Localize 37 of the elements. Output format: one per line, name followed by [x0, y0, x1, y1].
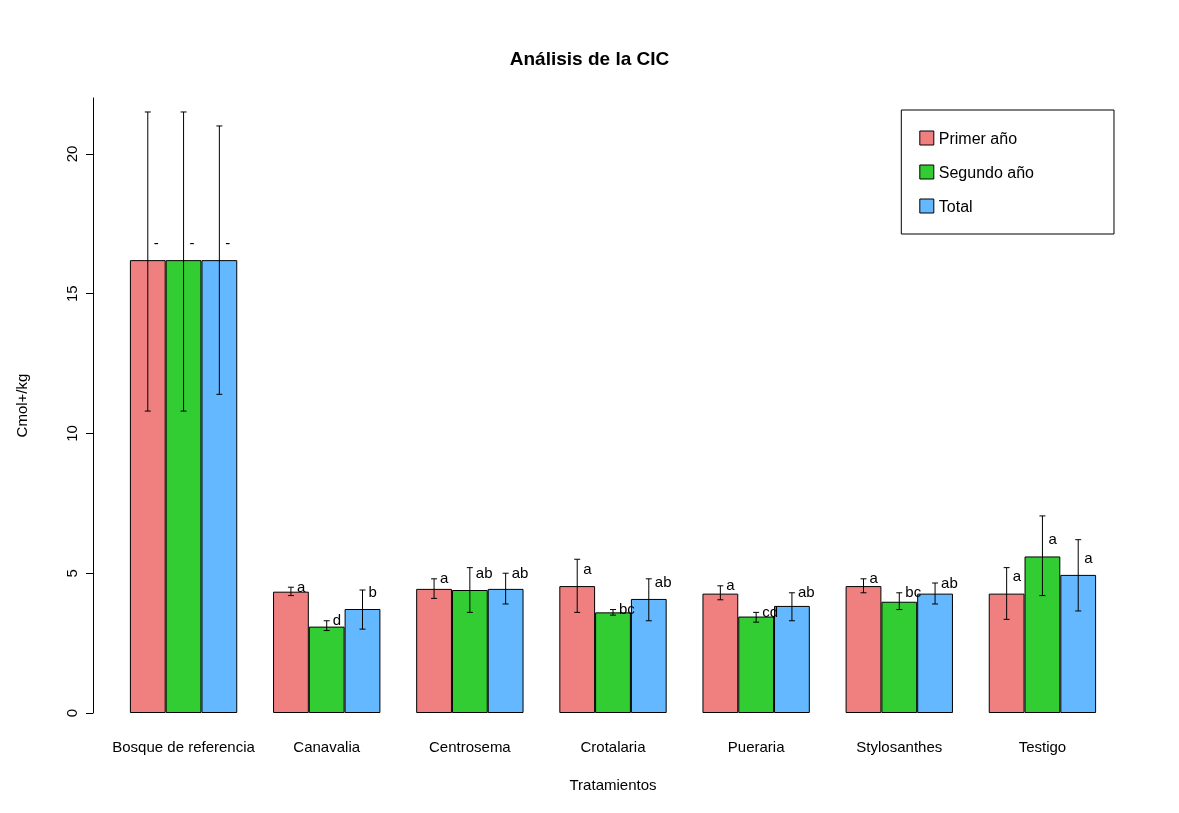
legend-label: Total: [938, 197, 973, 215]
data-label: ab: [511, 563, 529, 581]
data-label: a: [1012, 567, 1022, 585]
data-label: a: [1084, 548, 1094, 566]
data-label: a: [440, 569, 450, 587]
data-label: ab: [654, 572, 672, 590]
data-label: d: [332, 611, 342, 629]
data-label: -: [153, 233, 159, 251]
legend-label: Primer año: [938, 129, 1018, 147]
data-label: b: [368, 582, 377, 600]
data-label: a: [296, 577, 306, 595]
x-tick-label: Centrosema: [429, 738, 512, 755]
data-label: -: [189, 233, 195, 251]
x-tick-label: Canavalia: [293, 738, 361, 755]
data-label: a: [869, 569, 879, 587]
data-label: ab: [941, 573, 958, 591]
chart-title: Análisis de la CIC: [509, 48, 670, 69]
x-axis-title: Tratamientos: [569, 776, 657, 793]
y-tick-label: 10: [63, 425, 80, 442]
data-label: bc: [905, 583, 922, 601]
y-axis-title: Cmol+/kg: [13, 373, 30, 438]
x-tick-label: Pueraria: [727, 738, 786, 755]
x-tick-label: Bosque de referencia: [112, 738, 256, 755]
data-label: a: [1048, 530, 1058, 548]
y-tick-label: 0: [63, 708, 80, 718]
data-label: ab: [475, 563, 493, 581]
y-tick-label: 15: [63, 285, 80, 303]
data-label: -: [225, 233, 231, 251]
x-tick-label: Crotalaria: [580, 738, 647, 755]
legend-label: Segundo año: [938, 163, 1035, 181]
data-label: ab: [797, 583, 815, 601]
x-tick-label: Testigo: [1018, 738, 1067, 755]
data-label: a: [726, 576, 736, 594]
x-tick-label: Stylosanthes: [856, 738, 943, 755]
y-tick-label: 5: [63, 569, 80, 578]
y-tick-label: 20: [63, 145, 80, 163]
data-label: a: [583, 559, 593, 577]
